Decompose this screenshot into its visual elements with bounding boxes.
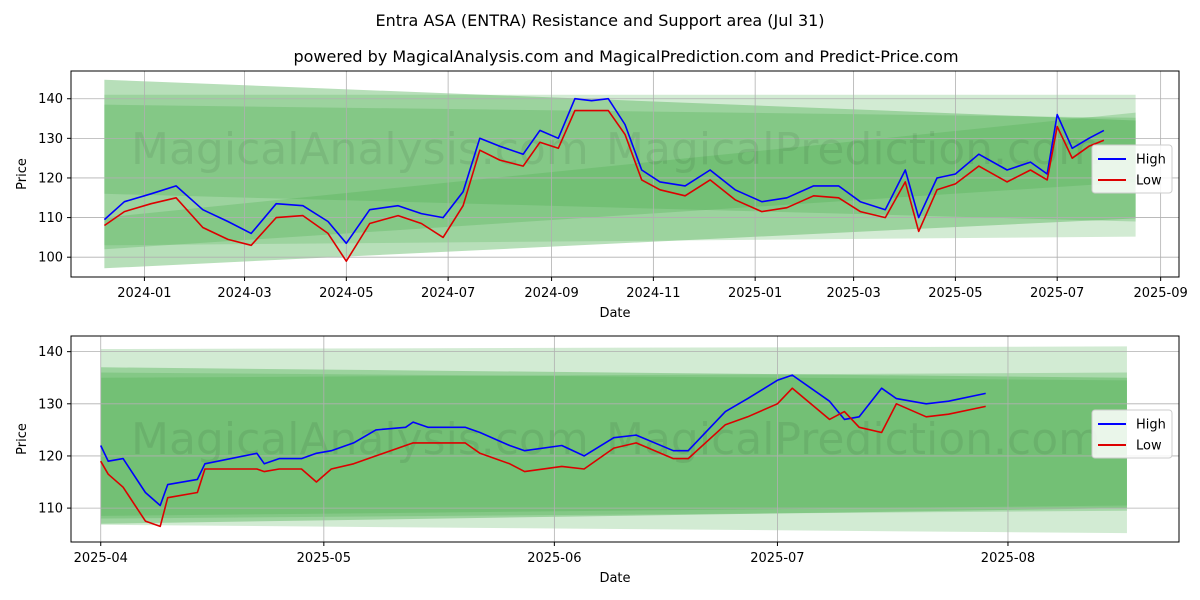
x-tick-label: 2025-01 bbox=[728, 286, 782, 301]
legend-label-high: High bbox=[1136, 418, 1166, 433]
y-tick-label: 100 bbox=[38, 251, 63, 266]
series-line-high bbox=[99, 374, 986, 507]
watermark-text: MagicalPrediction.com bbox=[606, 124, 1101, 175]
x-axis-label: Date bbox=[599, 571, 630, 586]
x-tick-label: 2025-05 bbox=[297, 551, 351, 566]
y-axis-label: Price bbox=[15, 423, 30, 455]
resistance-support-band-2 bbox=[100, 367, 1127, 524]
x-tick-label: 2025-03 bbox=[826, 286, 880, 301]
y-axis-label: Price bbox=[15, 158, 30, 190]
resistance-support-band-3 bbox=[100, 372, 1127, 519]
legend-label-high: High bbox=[1136, 153, 1166, 168]
x-tick-label: 2025-07 bbox=[1030, 286, 1084, 301]
x-tick-label: 2024-01 bbox=[117, 286, 171, 301]
chart-subtitle: powered by MagicalAnalysis.com and Magic… bbox=[293, 47, 958, 66]
watermark-text: MagicalAnalysis.com bbox=[131, 124, 589, 175]
resistance-support-band-3 bbox=[104, 104, 1136, 222]
resistance-support-band-4 bbox=[104, 112, 1136, 250]
y-tick-label: 120 bbox=[38, 171, 63, 186]
x-tick-label: 2025-05 bbox=[928, 286, 982, 301]
y-tick-label: 130 bbox=[38, 132, 63, 147]
x-tick-label: 2025-04 bbox=[74, 551, 128, 566]
y-tick-label: 110 bbox=[38, 211, 63, 226]
resistance-support-band-1 bbox=[100, 346, 1127, 534]
x-tick-label: 2024-05 bbox=[319, 286, 373, 301]
y-tick-label: 140 bbox=[38, 345, 63, 360]
plot-frame bbox=[70, 70, 1180, 278]
resistance-support-band-4 bbox=[100, 372, 1127, 516]
watermark-text: MagicalPrediction.com bbox=[606, 414, 1101, 465]
x-tick-label: 2025-08 bbox=[981, 551, 1035, 566]
x-tick-label: 2024-11 bbox=[626, 286, 680, 301]
x-tick-label: 2025-06 bbox=[527, 551, 581, 566]
y-tick-label: 140 bbox=[38, 92, 63, 107]
bottom-chart-panel: MagicalAnalysis.com MagicalPrediction.com… bbox=[15, 335, 1180, 586]
x-tick-label: 2025-07 bbox=[750, 551, 804, 566]
chart-title: Entra ASA (ENTRA) Resistance and Support… bbox=[375, 11, 824, 30]
series-line-low bbox=[103, 109, 1105, 262]
series-line-low bbox=[100, 387, 986, 528]
legend-label-low: Low bbox=[1136, 439, 1162, 454]
x-axis-label: Date bbox=[599, 306, 630, 321]
y-tick-label: 110 bbox=[38, 502, 63, 517]
plot-frame bbox=[70, 335, 1180, 543]
x-tick-label: 2025-09 bbox=[1133, 286, 1187, 301]
series-line-high bbox=[103, 97, 1105, 245]
y-tick-label: 130 bbox=[38, 397, 63, 412]
legend-label-low: Low bbox=[1136, 174, 1162, 189]
x-tick-label: 2024-03 bbox=[217, 286, 271, 301]
x-tick-label: 2024-09 bbox=[524, 286, 578, 301]
top-chart-panel: MagicalAnalysis.com MagicalPrediction.com… bbox=[15, 70, 1188, 321]
x-tick-label: 2024-07 bbox=[421, 286, 475, 301]
y-tick-label: 120 bbox=[38, 449, 63, 464]
